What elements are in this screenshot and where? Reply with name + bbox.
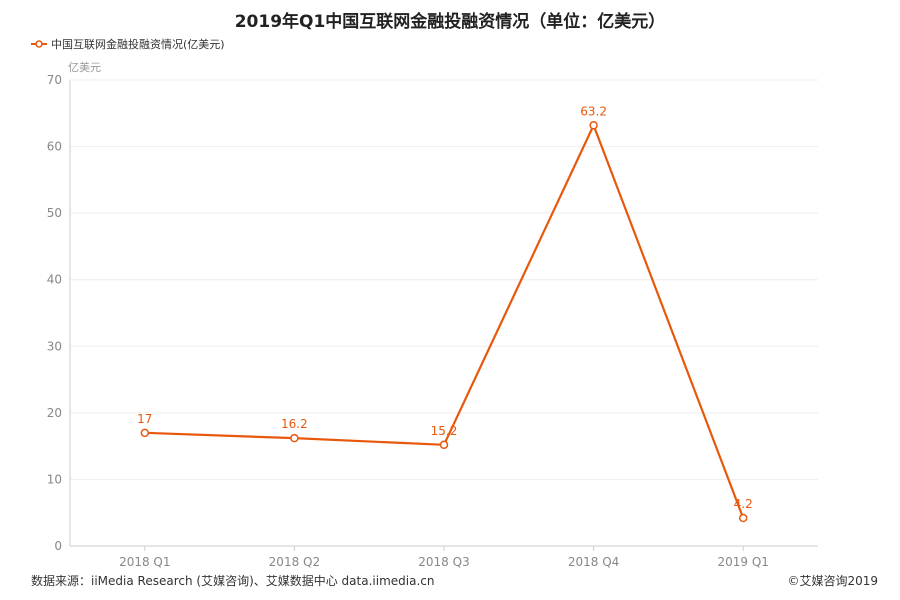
data-label: 16.2: [281, 417, 308, 431]
x-tick-label: 2018 Q4: [568, 555, 619, 569]
x-tick-label: 2019 Q1: [717, 555, 768, 569]
data-label: 4.2: [734, 497, 753, 511]
chart-title: 2019年Q1中国互联网金融投融资情况（单位：亿美元）: [234, 12, 666, 32]
series-line: [144, 124, 745, 519]
y-tick-label: 30: [47, 339, 62, 353]
y-tick-label: 40: [47, 273, 62, 287]
y-tick-label: 0: [54, 539, 62, 553]
data-point: [589, 121, 598, 130]
chart-legend: 中国互联网金融投融资情况(亿美元): [31, 37, 225, 51]
source-note: 数据来源：iiMedia Research (艾媒咨询)、艾媒数据中心 data…: [31, 574, 435, 588]
data-label: 17: [137, 412, 152, 426]
data-label: 63.2: [580, 104, 607, 118]
y-axis-unit: 亿美元: [68, 61, 101, 74]
data-point: [439, 440, 449, 450]
x-tick-label: 2018 Q1: [119, 555, 170, 569]
y-tick-label: 70: [47, 73, 62, 87]
data-point: [738, 513, 748, 523]
legend-line-marker-icon: [31, 40, 47, 48]
legend-label: 中国互联网金融投融资情况(亿美元): [51, 38, 225, 51]
copyright-note: ©艾媒咨询2019: [787, 574, 878, 588]
y-tick-label: 50: [47, 206, 62, 220]
y-tick-label: 60: [47, 140, 62, 154]
x-tick-label: 2018 Q2: [269, 555, 320, 569]
data-point: [290, 433, 299, 443]
y-tick-label: 10: [47, 472, 62, 486]
y-tick-label: 20: [47, 406, 62, 420]
data-label: 15.2: [431, 424, 458, 438]
x-tick-label: 2018 Q3: [418, 555, 469, 569]
data-point: [140, 428, 150, 438]
